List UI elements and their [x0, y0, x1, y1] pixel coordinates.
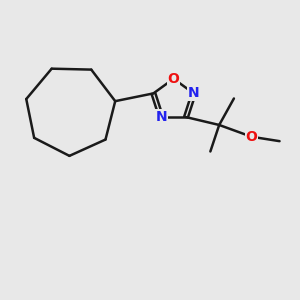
Text: N: N — [188, 86, 200, 100]
Text: O: O — [246, 130, 257, 144]
Text: O: O — [168, 72, 179, 86]
Text: N: N — [155, 110, 167, 124]
